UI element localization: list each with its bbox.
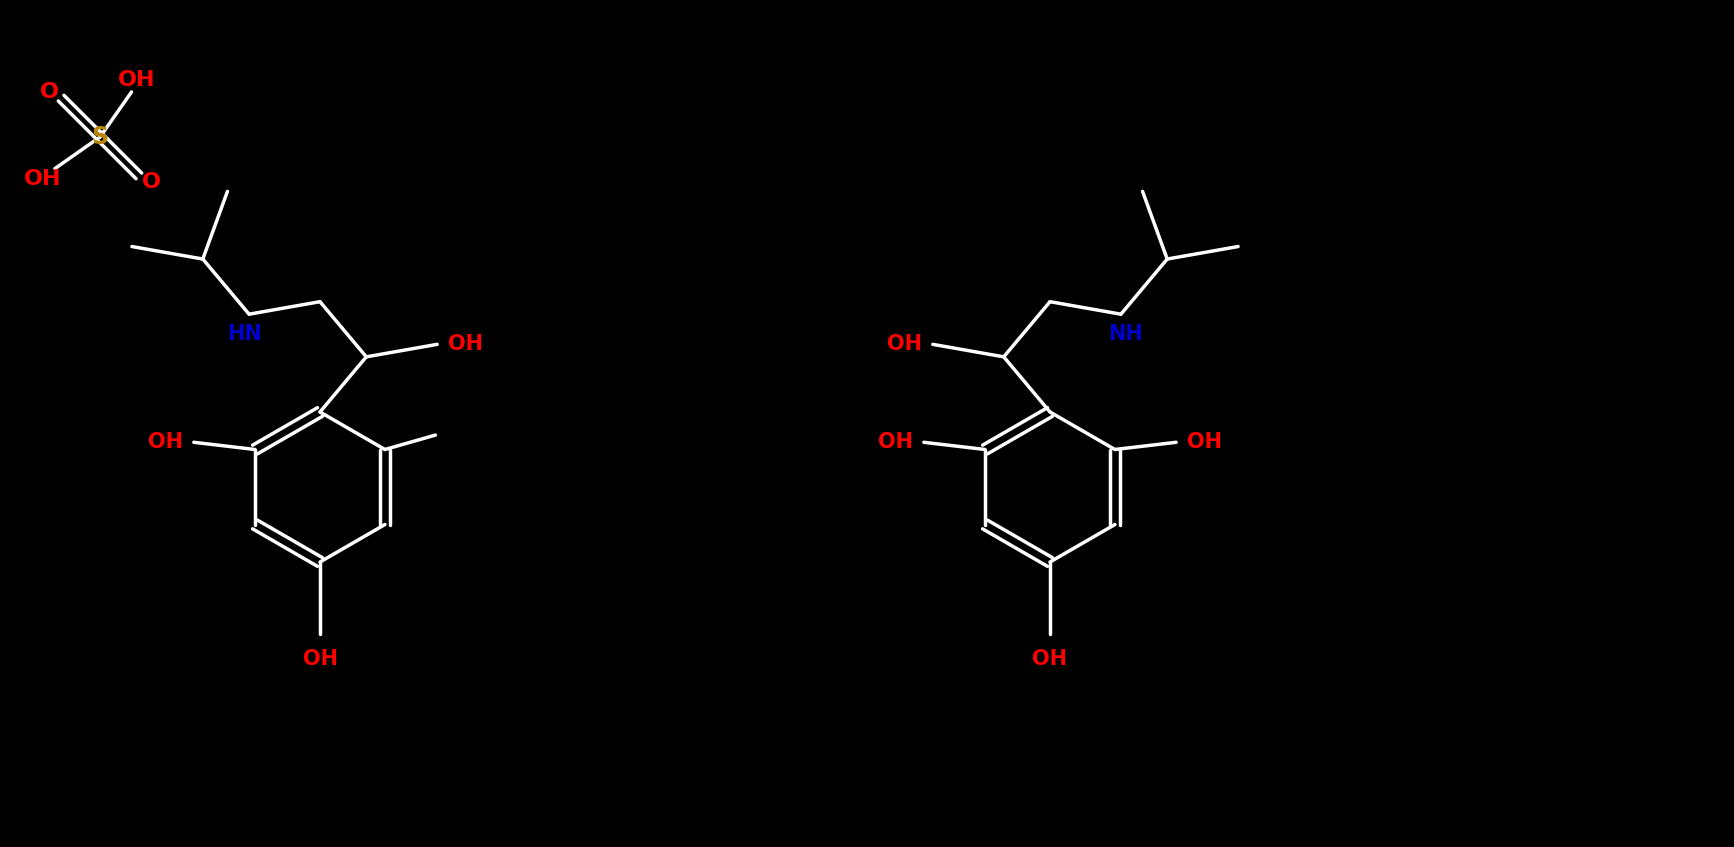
- Text: O: O: [142, 172, 160, 192]
- Text: HN: HN: [227, 324, 262, 344]
- Text: OH: OH: [879, 432, 914, 452]
- Text: O: O: [40, 82, 59, 102]
- Text: OH: OH: [1186, 432, 1222, 452]
- Text: S: S: [92, 125, 109, 149]
- Text: OH: OH: [118, 70, 156, 90]
- Text: OH: OH: [302, 649, 338, 669]
- Text: OH: OH: [24, 169, 62, 189]
- Text: NH: NH: [1108, 324, 1143, 344]
- Text: OH: OH: [1032, 649, 1068, 669]
- Text: OH: OH: [888, 335, 922, 354]
- Text: OH: OH: [149, 432, 184, 452]
- Text: OH: OH: [447, 335, 482, 354]
